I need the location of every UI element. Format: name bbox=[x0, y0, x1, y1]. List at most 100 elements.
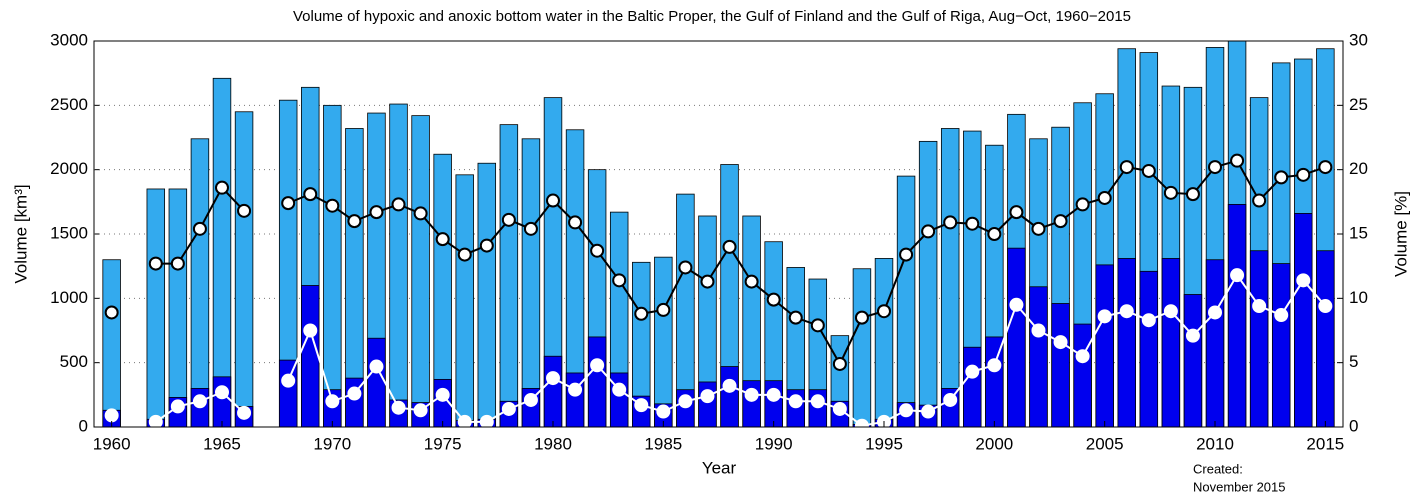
bar bbox=[609, 372, 629, 428]
point bbox=[1296, 167, 1311, 182]
bar bbox=[698, 381, 717, 428]
point bbox=[170, 399, 185, 414]
point bbox=[391, 400, 406, 415]
point bbox=[281, 196, 296, 211]
point bbox=[192, 221, 207, 236]
point bbox=[501, 212, 516, 227]
y-tick-label: 1000 bbox=[50, 288, 88, 307]
y-tick-label: 1500 bbox=[50, 223, 88, 242]
point bbox=[987, 358, 1002, 373]
bar bbox=[940, 128, 960, 428]
point bbox=[413, 403, 428, 418]
point bbox=[1185, 187, 1200, 202]
bar bbox=[963, 346, 982, 428]
point bbox=[104, 305, 119, 320]
point bbox=[1053, 214, 1068, 229]
y2-tick-label: 30 bbox=[1349, 30, 1368, 49]
point bbox=[1119, 304, 1134, 319]
point bbox=[1009, 205, 1024, 220]
point bbox=[678, 394, 693, 409]
point bbox=[634, 306, 649, 321]
point bbox=[1031, 221, 1046, 236]
y2-tick-label: 20 bbox=[1349, 159, 1368, 178]
point bbox=[1097, 309, 1112, 324]
y-axis-label: Volume [km³] bbox=[11, 184, 30, 283]
point bbox=[1274, 308, 1289, 323]
y2-tick-label: 25 bbox=[1349, 95, 1368, 114]
point bbox=[1031, 323, 1046, 338]
x-tick-label: 1960 bbox=[93, 434, 131, 453]
bar bbox=[1073, 323, 1092, 428]
bar bbox=[477, 162, 497, 428]
point bbox=[214, 180, 229, 195]
x-tick-label: 1995 bbox=[865, 434, 903, 453]
point bbox=[1296, 273, 1311, 288]
x-tick-label: 2005 bbox=[1086, 434, 1124, 453]
point bbox=[899, 403, 914, 418]
bar bbox=[411, 115, 430, 428]
point bbox=[1009, 297, 1024, 312]
point bbox=[347, 214, 362, 229]
point bbox=[965, 216, 980, 231]
point bbox=[1141, 163, 1156, 178]
point bbox=[1185, 328, 1200, 343]
point bbox=[214, 385, 229, 400]
point bbox=[148, 256, 163, 271]
bar bbox=[1271, 263, 1291, 428]
bar bbox=[896, 175, 916, 428]
point bbox=[744, 274, 759, 289]
bar bbox=[389, 103, 408, 428]
point bbox=[1252, 193, 1267, 208]
point bbox=[1163, 185, 1178, 200]
point bbox=[568, 215, 583, 230]
point bbox=[347, 386, 362, 401]
point bbox=[854, 418, 869, 433]
point bbox=[545, 193, 560, 208]
y2-tick-label: 10 bbox=[1349, 288, 1368, 307]
bar bbox=[367, 337, 386, 428]
point bbox=[1075, 197, 1090, 212]
bar bbox=[764, 380, 783, 428]
x-tick-label: 1975 bbox=[424, 434, 462, 453]
bar bbox=[521, 138, 541, 428]
y-tick-label: 2000 bbox=[50, 159, 88, 178]
point bbox=[1318, 160, 1333, 175]
point bbox=[965, 364, 980, 379]
point bbox=[656, 302, 671, 317]
point bbox=[435, 232, 450, 247]
point bbox=[1053, 335, 1068, 350]
plot-frame bbox=[93, 40, 1344, 428]
point bbox=[303, 187, 318, 202]
bar bbox=[212, 376, 232, 428]
bar bbox=[1007, 247, 1026, 428]
bar bbox=[918, 140, 938, 428]
bar bbox=[212, 77, 232, 428]
point bbox=[1252, 299, 1267, 314]
bar bbox=[1051, 303, 1070, 428]
bar bbox=[1139, 270, 1159, 428]
point bbox=[325, 198, 340, 213]
y2-tick-label: 5 bbox=[1349, 352, 1358, 371]
point bbox=[766, 292, 781, 307]
point bbox=[1318, 299, 1333, 314]
bar bbox=[234, 111, 254, 428]
y-tick-label: 0 bbox=[79, 416, 88, 435]
bar bbox=[852, 268, 872, 428]
point bbox=[369, 359, 384, 374]
point bbox=[854, 310, 869, 325]
x-tick-label: 2010 bbox=[1196, 434, 1234, 453]
point bbox=[810, 394, 825, 409]
bar bbox=[455, 174, 474, 428]
x-tick-label: 2015 bbox=[1306, 434, 1344, 453]
bar bbox=[720, 366, 739, 428]
point bbox=[656, 404, 671, 419]
point bbox=[744, 387, 759, 402]
bar bbox=[499, 124, 519, 428]
x-tick-label: 1980 bbox=[534, 434, 572, 453]
x-tick-label: 1965 bbox=[203, 434, 241, 453]
chart-title: Volume of hypoxic and anoxic bottom wate… bbox=[293, 8, 1131, 25]
bar bbox=[146, 188, 166, 428]
point bbox=[413, 206, 428, 221]
point bbox=[700, 274, 715, 289]
point bbox=[700, 389, 715, 404]
